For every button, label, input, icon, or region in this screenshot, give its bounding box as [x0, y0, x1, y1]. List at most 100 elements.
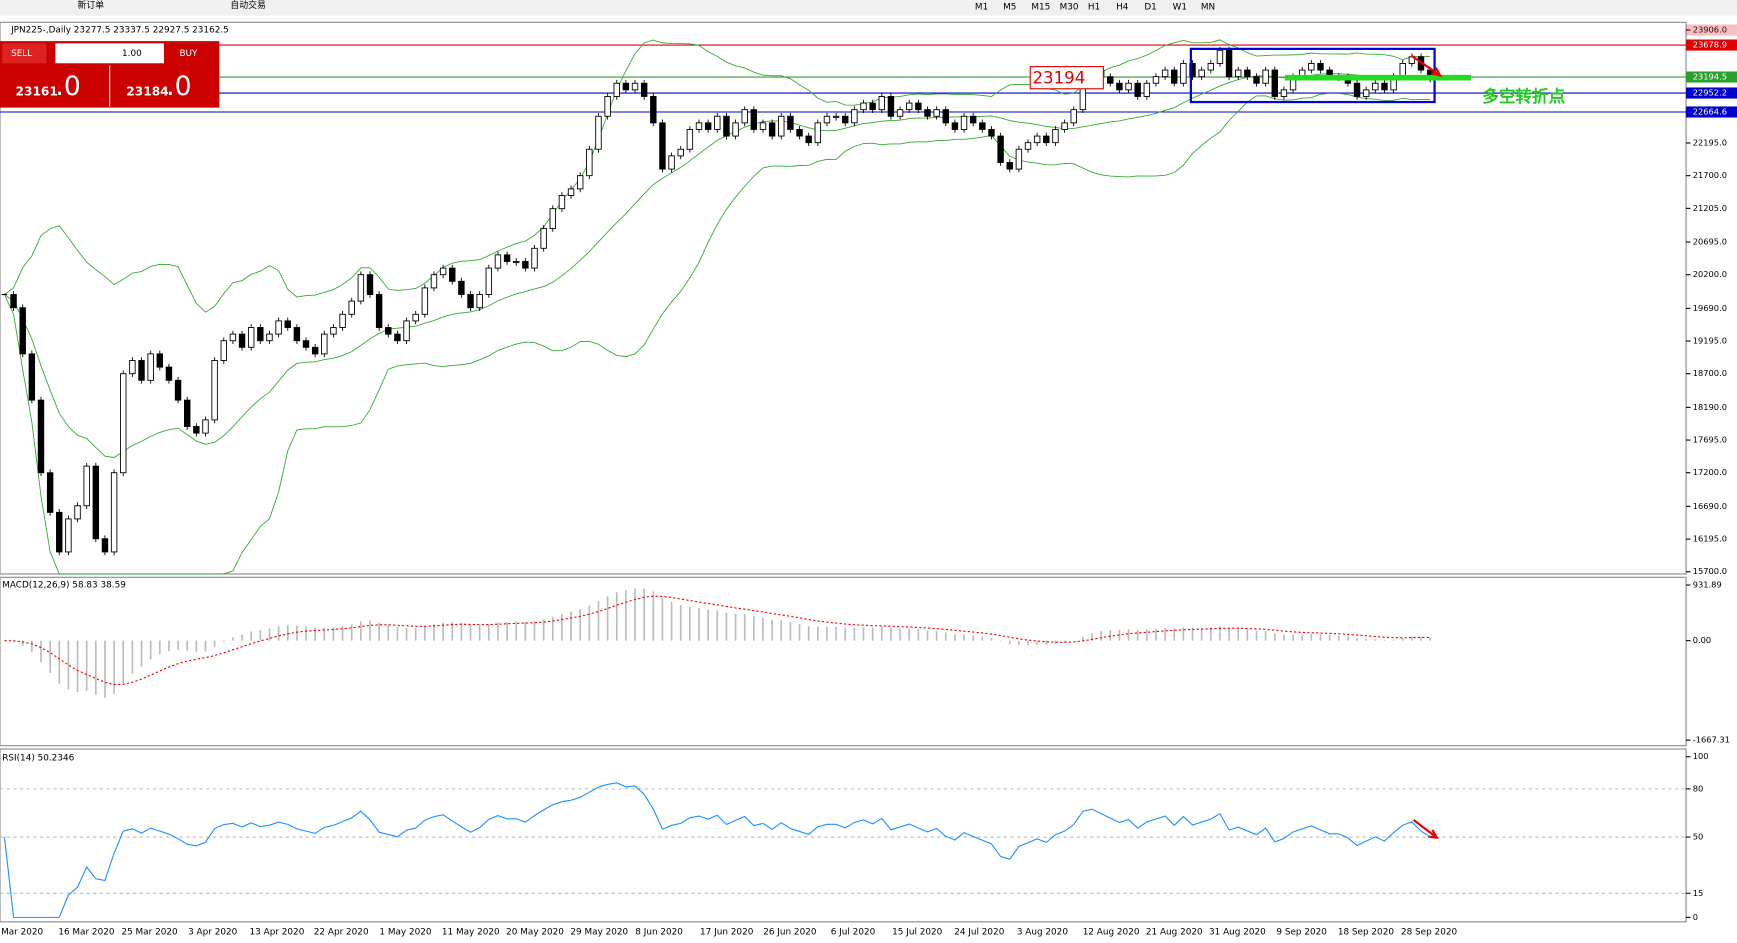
x-tick-label: 11 May 2020	[442, 927, 500, 937]
candle	[1006, 162, 1013, 170]
y-tick-label: 18700.0	[1693, 368, 1727, 378]
ask-price[interactable]: 23184	[126, 85, 168, 99]
candle	[1070, 109, 1077, 124]
y-tick-label: 100	[1693, 751, 1709, 761]
candle	[896, 109, 904, 117]
buy-label[interactable]: BUY	[179, 49, 198, 59]
candle	[1381, 82, 1388, 91]
toolbar	[0, 0, 1737, 16]
candle	[1024, 142, 1032, 150]
candle	[860, 102, 867, 111]
x-tick-label: 6 Jul 2020	[831, 927, 876, 937]
candle	[768, 122, 776, 137]
candle	[120, 373, 127, 474]
macd-panel	[0, 576, 1687, 747]
new-order-button[interactable]: 新订单	[78, 0, 105, 11]
candle	[37, 399, 45, 474]
rsi-title: RSI(14) 50.2346	[2, 753, 74, 763]
candle	[576, 175, 584, 190]
candle	[56, 511, 63, 553]
candle	[284, 320, 291, 328]
candle	[357, 274, 365, 302]
candle	[266, 333, 273, 342]
y-tick-label: 20695.0	[1693, 237, 1727, 247]
candle	[979, 122, 986, 130]
rsi-line	[3, 782, 1431, 918]
candle	[723, 115, 730, 137]
timeframe-button[interactable]: H1	[1088, 2, 1100, 12]
candle	[1161, 69, 1169, 78]
x-tick-label: 9 Sep 2020	[1276, 927, 1327, 937]
candle	[110, 472, 118, 553]
candle	[668, 155, 675, 170]
candle	[385, 327, 392, 335]
x-tick-label: 12 Aug 2020	[1083, 927, 1140, 937]
candle	[1107, 76, 1114, 84]
timeframe-button[interactable]: W1	[1173, 2, 1187, 12]
candle	[1152, 76, 1160, 84]
y-tick-label: 16195.0	[1693, 534, 1727, 544]
candle	[549, 208, 556, 229]
candle	[311, 346, 319, 355]
candle	[421, 287, 429, 315]
y-tick-label: 21205.0	[1693, 203, 1727, 213]
candle	[832, 115, 840, 118]
candle	[677, 148, 684, 157]
candle	[46, 472, 54, 513]
bollinger-band	[4, 93, 1431, 575]
candle	[823, 115, 831, 124]
bid-price[interactable]: 23161	[16, 85, 58, 99]
timeframe-button[interactable]: H4	[1116, 2, 1129, 12]
candle	[1033, 135, 1041, 144]
bid-fraction: .0	[55, 71, 80, 102]
x-tick-label: 3 Aug 2020	[1017, 927, 1068, 937]
timeframe-button[interactable]: M15	[1031, 2, 1050, 12]
candle	[467, 294, 474, 309]
x-tick-label: Mar 2020	[1, 927, 43, 937]
candle	[1271, 69, 1278, 97]
candle	[732, 122, 739, 137]
candle	[302, 340, 310, 348]
candle	[257, 327, 264, 342]
y-tick-label: 931.89	[1693, 580, 1722, 590]
candle	[878, 96, 886, 111]
candle	[759, 122, 767, 130]
x-tick-label: 26 Jun 2020	[763, 927, 817, 937]
y-tick-label: 15	[1693, 888, 1704, 898]
candle	[202, 419, 209, 434]
candle	[704, 122, 712, 130]
timeframe-button[interactable]: D1	[1144, 2, 1156, 12]
candle	[567, 188, 575, 196]
candle	[714, 115, 721, 130]
candle	[375, 294, 383, 328]
candle	[750, 109, 758, 130]
timeframe-button[interactable]: MN	[1201, 2, 1215, 12]
candle	[138, 360, 145, 381]
candle	[238, 333, 246, 348]
auto-trading-button[interactable]: 自动交易	[230, 0, 265, 11]
candle	[659, 122, 666, 170]
x-tick-label: 29 May 2020	[570, 927, 628, 937]
candle	[1207, 63, 1215, 71]
candle	[686, 129, 694, 150]
bollinger-band	[4, 39, 1431, 313]
macd-title: MACD(12,26,9) 58.83 38.59	[2, 581, 126, 591]
timeframe-button[interactable]: M5	[1003, 2, 1016, 12]
sell-button[interactable]	[2, 43, 47, 64]
y-tick-label: 22195.0	[1693, 137, 1727, 147]
timeframe-button[interactable]: M1	[975, 2, 988, 12]
candle	[247, 327, 255, 348]
candle	[1317, 63, 1324, 71]
candle	[330, 327, 337, 335]
candle	[1308, 63, 1315, 71]
candle	[430, 274, 438, 289]
candle	[101, 538, 109, 553]
level-label: 23678.9	[1693, 40, 1727, 50]
candle	[229, 333, 237, 342]
candle	[531, 247, 538, 269]
level-box	[1686, 39, 1737, 51]
lot-input[interactable]	[55, 43, 164, 64]
timeframe-button[interactable]: M30	[1060, 2, 1079, 12]
candle	[10, 294, 17, 309]
x-tick-label: 8 Jun 2020	[635, 927, 683, 937]
